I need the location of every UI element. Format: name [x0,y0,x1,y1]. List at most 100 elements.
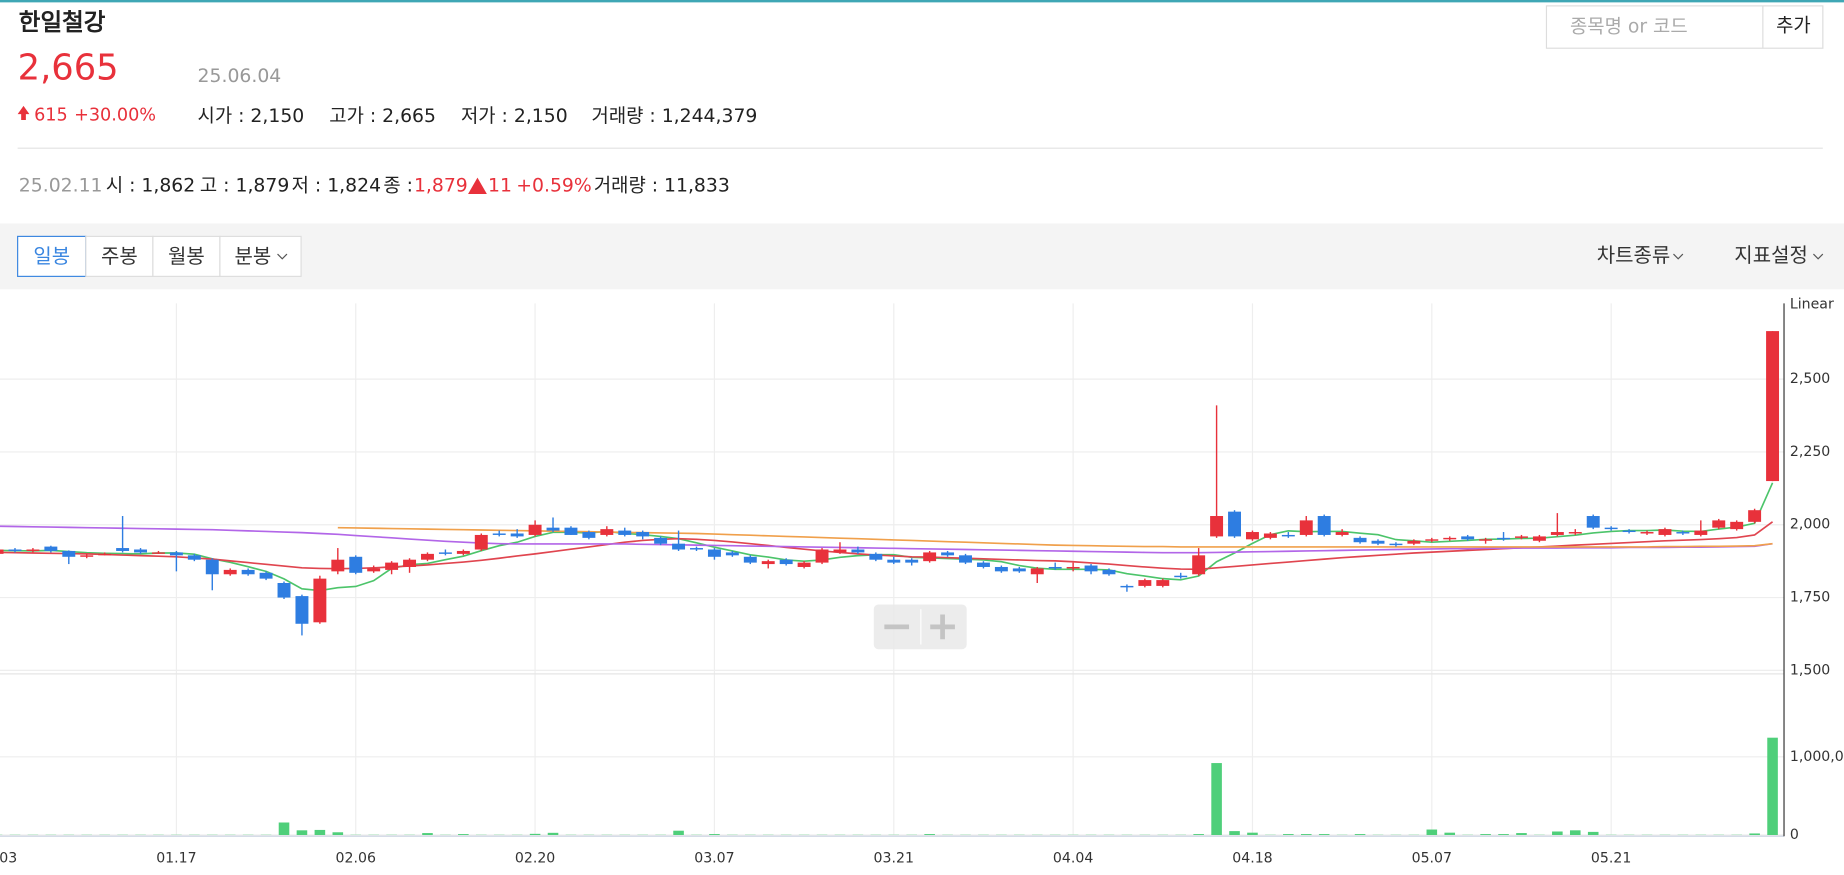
stock-name: 한일철강 [19,8,106,36]
candle-body [707,549,721,557]
stats: 시가 : 2,150 고가 : 2,665 저가 : 2,150 거래량 : 1,24… [198,105,758,127]
candle-body [1443,537,1457,540]
candle-body [1640,532,1654,534]
candle-body [1210,516,1224,537]
candle-body [1192,555,1206,575]
info-item: 저 : 1,824 [292,174,381,196]
zoom-out[interactable] [884,624,910,630]
volume-bar [332,832,344,836]
moving-average-line [0,525,1773,554]
period-label: 분봉 [234,244,271,268]
candle-body [510,533,524,537]
candle-body [672,543,686,550]
candle-body [1748,510,1762,522]
candle-body [1263,533,1277,538]
candle-body [1084,565,1098,572]
candle-body [492,533,506,535]
candle-body [187,555,201,560]
candle-body [367,568,381,572]
candle-body [1622,530,1636,533]
candle-body [1676,532,1690,534]
x-tick-label: 01.17 [156,851,196,867]
candle-body [385,562,399,570]
candle-body [994,566,1008,572]
menu[interactable]: 차트종류 [1597,243,1671,267]
y-tick-label: 1,750 [1790,590,1830,606]
info-close: 1,879 [414,175,468,196]
candle-body [44,546,58,551]
menu[interactable]: 지표설정 [1734,243,1808,267]
candle-body [1604,527,1618,530]
candle-body [1658,529,1672,535]
candle-body [62,550,76,557]
chevron [277,253,288,260]
candle-body [618,530,632,535]
volume-bar [1569,830,1581,836]
period-button[interactable] [152,235,221,277]
volume-bar [1480,834,1491,836]
candle-body [1532,536,1546,541]
candle-body [1389,543,1403,546]
volume-bar [278,822,290,836]
y-tick-label: 2,000 [1790,517,1830,533]
moving-average-line [0,521,1774,571]
candle-body [1497,537,1511,540]
candle-body [887,559,901,563]
candle-body [152,552,165,554]
x-tick-label: 01.03 [0,851,17,867]
toolbar [0,223,1844,290]
y-tick-label: 1,000,000 [1790,749,1844,765]
period-button[interactable] [219,235,302,277]
candle-body [1461,536,1475,540]
candle-body [1550,532,1564,535]
candle-body [331,559,345,572]
candle-body [1730,521,1744,530]
zoom-in[interactable] [930,614,955,640]
candle-body [403,559,417,567]
price-date: 25.06.04 [198,66,282,87]
volume-bar [1587,831,1599,836]
search-button[interactable]: 추가 [1776,14,1811,36]
volume-bar [1426,829,1438,836]
candle-body [1138,580,1152,586]
candle-body [1766,331,1780,482]
candle-body [241,569,255,575]
volume-bar [1444,832,1456,836]
stat: 시가 : 2,150 [198,105,305,127]
candle-body [259,572,273,579]
candle-body [815,549,829,563]
candle-body [546,527,560,531]
volume-bar [296,830,308,836]
info-change-pct: +0.59% [516,175,591,196]
volume-bar [1318,834,1330,836]
candle-body [1371,540,1385,544]
candle-body [1174,575,1188,578]
candle-body [1281,534,1295,537]
candle-body [564,527,578,535]
volume-bar [1229,831,1240,836]
x-tick-label: 02.20 [515,851,555,867]
candle-body [1228,511,1241,537]
candle-body [941,552,955,556]
candle-body [905,559,919,563]
candle-body [277,582,291,598]
candle-body [98,553,112,556]
info-item: 시 : 1,862 [106,175,195,196]
candle-body [1568,532,1582,534]
candle-body [116,548,130,551]
candle-body [923,552,937,562]
volume-bar [1247,832,1258,836]
x-tick-label: 03.21 [874,851,914,867]
volume-bar [924,834,935,836]
volume-bar [547,832,559,836]
period-button[interactable] [85,235,154,277]
y-tick-label: 2,250 [1790,444,1830,460]
volume-bar [1516,833,1527,836]
y-tick-label: 1,500 [1790,662,1830,678]
volume-bar [1193,834,1204,836]
volume-bar [1552,831,1563,836]
candle-body [582,532,596,538]
volume-bar [529,833,541,836]
search-box[interactable] [1545,5,1824,49]
candle-body [1066,566,1080,569]
